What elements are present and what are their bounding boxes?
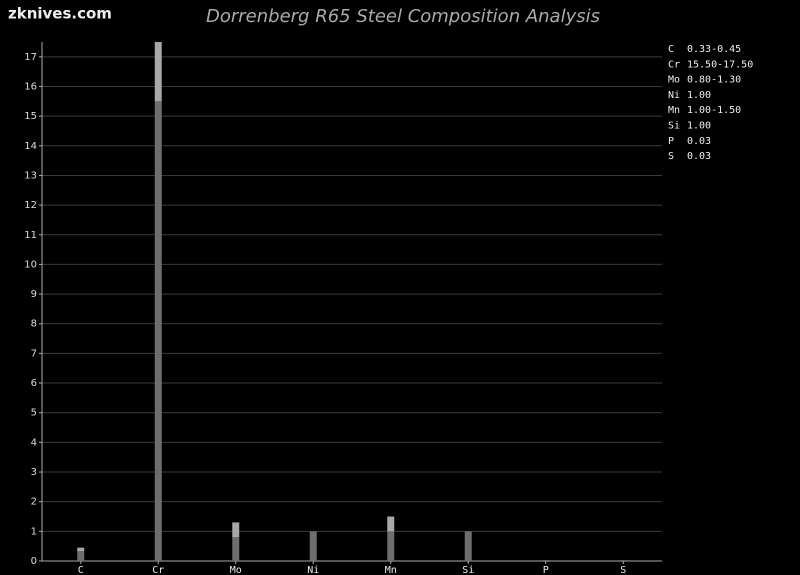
y-tick-label: 8 (31, 319, 37, 330)
y-tick-label: 6 (31, 378, 37, 389)
y-tick-label: 0 (31, 556, 37, 567)
bar-base (309, 531, 317, 561)
y-tick-label: 11 (24, 230, 37, 241)
legend-name: Cr (668, 59, 680, 70)
x-tick-label: C (78, 565, 84, 575)
x-tick-label: Mo (230, 565, 242, 575)
legend-value: 15.50-17.50 (687, 59, 753, 70)
bar-base (232, 537, 240, 561)
bar-base (464, 531, 472, 561)
legend-name: S (668, 151, 674, 162)
legend-name: Si (668, 121, 680, 132)
y-tick-label: 12 (24, 200, 37, 211)
legend-name: Ni (668, 90, 680, 101)
chart-title: Dorrenberg R65 Steel Composition Analysi… (206, 6, 600, 27)
y-tick-label: 5 (31, 408, 37, 419)
bar-range (77, 547, 85, 552)
bar-range (232, 522, 240, 538)
legend-value: 1.00-1.50 (687, 105, 741, 116)
bar-range (154, 42, 162, 102)
bar-base (387, 531, 395, 561)
x-tick-label: Ni (307, 565, 319, 575)
y-tick-label: 9 (31, 289, 37, 300)
bar-base (619, 560, 627, 561)
legend-value: 0.03 (687, 151, 711, 162)
bar-base (542, 560, 550, 561)
y-tick-label: 13 (24, 170, 37, 181)
x-tick-label: Mn (385, 565, 397, 575)
y-tick-label: 17 (24, 52, 37, 63)
y-tick-label: 14 (24, 141, 37, 152)
y-tick-label: 7 (31, 348, 37, 359)
y-tick-label: 1 (31, 526, 37, 537)
y-tick-label: 2 (31, 497, 37, 508)
site-mark: zknives.com (8, 5, 112, 23)
y-tick-label: 4 (31, 437, 37, 448)
y-tick-label: 3 (31, 467, 37, 478)
legend-name: Mn (668, 105, 680, 116)
legend-value: 1.00 (687, 90, 711, 101)
y-tick-label: 10 (24, 259, 37, 270)
legend-value: 0.03 (687, 136, 711, 147)
y-tick-label: 15 (24, 111, 37, 122)
legend-name: P (668, 136, 674, 147)
legend-value: 0.33-0.45 (687, 44, 741, 55)
bar-base (154, 101, 162, 562)
x-tick-label: Cr (152, 565, 164, 575)
legend-value: 0.80-1.30 (687, 75, 741, 86)
x-tick-label: Si (462, 565, 474, 575)
y-tick-label: 16 (24, 81, 37, 92)
legend-value: 1.00 (687, 121, 711, 132)
bar-range (387, 516, 395, 532)
legend-name: C (668, 44, 674, 55)
legend-name: Mo (668, 75, 680, 86)
bar-base (77, 551, 85, 561)
x-tick-label: P (543, 565, 549, 575)
x-tick-label: S (620, 565, 626, 575)
